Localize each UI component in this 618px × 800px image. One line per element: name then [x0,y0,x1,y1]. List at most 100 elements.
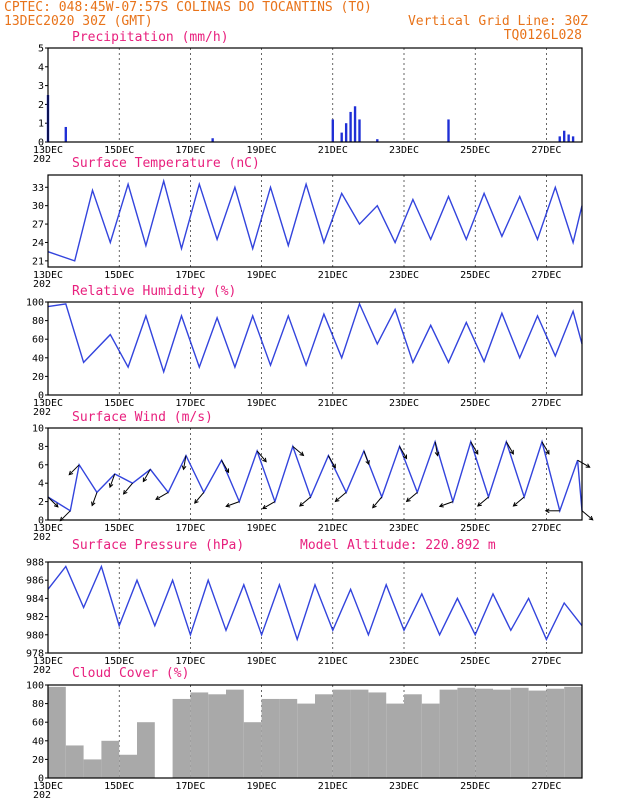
temperature-ytick-label: 27 [32,220,44,231]
pressure-frame [47,561,583,654]
wind-arrow-shaft [439,501,454,507]
wind-arrow-shaft [292,446,304,456]
wind-arrow-head [261,504,267,510]
wind-arrow-head [122,489,128,495]
humidity-xtick-label: 25DEC [460,398,490,409]
precip-bar [447,119,450,142]
cloud-bar [368,692,387,778]
wind-arrow-head [365,460,370,466]
cloud-xtick-label: 13DEC [33,781,63,792]
wind-arrow-head [588,515,594,521]
humidity-xtick-label: 13DEC [33,398,63,409]
wind-arrow-head [331,463,336,469]
wind-arrow-shaft [47,496,59,508]
wind-ytick-label: 8 [38,442,44,453]
pressure-series-line [47,564,583,642]
wind-xtick-label: 17DEC [175,523,205,534]
cloud-bar [243,722,262,778]
humidity-title: Relative Humidity (%) [72,284,236,299]
wind-arrow [512,496,525,507]
wind-arrow [372,496,383,509]
cloud-bar [190,692,209,778]
wind-arrow-shaft [155,491,169,500]
temperature-series-line [47,178,583,262]
wind-arrow [434,441,440,457]
precip-ytick-label: 1 [38,119,44,130]
wind-arrow-shaft [406,492,418,502]
cloud-bar [261,698,280,778]
wind-arrow-shaft [123,482,133,495]
wind-title: Surface Wind (m/s) [72,410,213,425]
cloud-bar [386,703,404,778]
cloud-bar [297,703,315,778]
precip-frame [47,47,583,143]
wind-arrow-head [225,503,231,508]
wind-arrow-head [585,463,591,468]
panel-humidity: Relative Humidity (%) 0 20 40 60 80 100 13DEC 15… [26,284,583,418]
wind-arrow [581,510,594,521]
temperature-xtick-label: 19DEC [247,270,277,281]
precip-bar [349,111,352,142]
cloud-xtick-label: 21DEC [318,781,348,792]
wind-arrow-head [181,465,187,471]
cloud-bar [439,689,458,778]
cloud-bar [119,754,137,778]
pressure-ytick-label: 982 [26,612,44,623]
cloud-ytick-label: 80 [32,699,44,710]
cloud-xtick-label: 23DEC [389,781,419,792]
panel-pressure: Surface Pressure (hPa) Model Altitude: 22… [26,538,583,676]
cloud-xtick-label: 17DEC [175,781,205,792]
wind-arrow-shaft [541,441,550,455]
wind-ytick-label: 6 [38,460,44,471]
temperature-ytick-label: 30 [32,201,44,212]
pressure-xtick-label: 21DEC [318,656,348,667]
wind-arrow [261,501,276,510]
cloud-bar [48,686,66,778]
pressure-xtick-label: 17DEC [175,656,205,667]
humidity-xtick-label: 17DEC [175,398,205,409]
wind-arrow-head [512,502,518,507]
pressure-xtick-label: 15DEC [104,656,134,667]
temperature-xtick-label: 25DEC [460,270,490,281]
precip-bar [571,136,575,142]
pressure-ytick-label: 986 [26,576,44,587]
wind-arrow [477,496,489,507]
wind-arrow [505,441,514,455]
panel-wind: Surface Wind (m/s) 0 2 4 6 8 10 13DEC 15DEC 17DEC… [32,410,594,543]
wind-xtick-label: 25DEC [460,523,490,534]
humidity-ytick-label: 20 [32,372,44,383]
cloud-ytick-label: 60 [32,718,44,729]
temperature-title: Surface Temperature (nC) [72,156,260,171]
cloud-xtick-label: 25DEC [460,781,490,792]
precip-xtick-label: 17DEC [175,145,205,156]
wind-xtick-label: 27DEC [531,523,561,534]
wind-arrow-head [544,508,550,514]
wind-arrow-head [372,503,377,509]
wind-arrow [142,469,151,483]
humidity-xtick-label: 23DEC [389,398,419,409]
precip-bar [340,132,343,142]
wind-frame [47,427,583,521]
wind-arrow-head [108,483,114,489]
wind-ytick-label: 4 [38,479,44,490]
wind-arrow-shaft [577,459,590,468]
wind-ytick-label: 2 [38,497,44,508]
wind-arrow-shaft [221,459,229,473]
wind-xtick-label: 15DEC [104,523,134,534]
precip-xtick-label: 27DEC [531,145,561,156]
cloud-bar [65,745,84,778]
wind-arrow-shaft [505,441,514,455]
cloud-bar [315,694,333,778]
pressure-ytick-label: 980 [26,630,44,641]
precip-title: Precipitation (mm/h) [72,30,229,45]
humidity-frame [47,301,583,396]
wind-arrow-head [299,451,305,457]
wind-arrow-head [509,449,514,455]
temperature-xtick-label: 23DEC [389,270,419,281]
cloud-bar [493,689,511,778]
precip-xtick-label: 21DEC [318,145,348,156]
panels-group: Precipitation (mm/h) 0 1 2 3 4 5 13DEC 15DEC 17DE… [26,30,594,800]
pressure-xtick-label: 25DEC [460,656,490,667]
precip-xtick-label: 13DEC [33,145,63,156]
